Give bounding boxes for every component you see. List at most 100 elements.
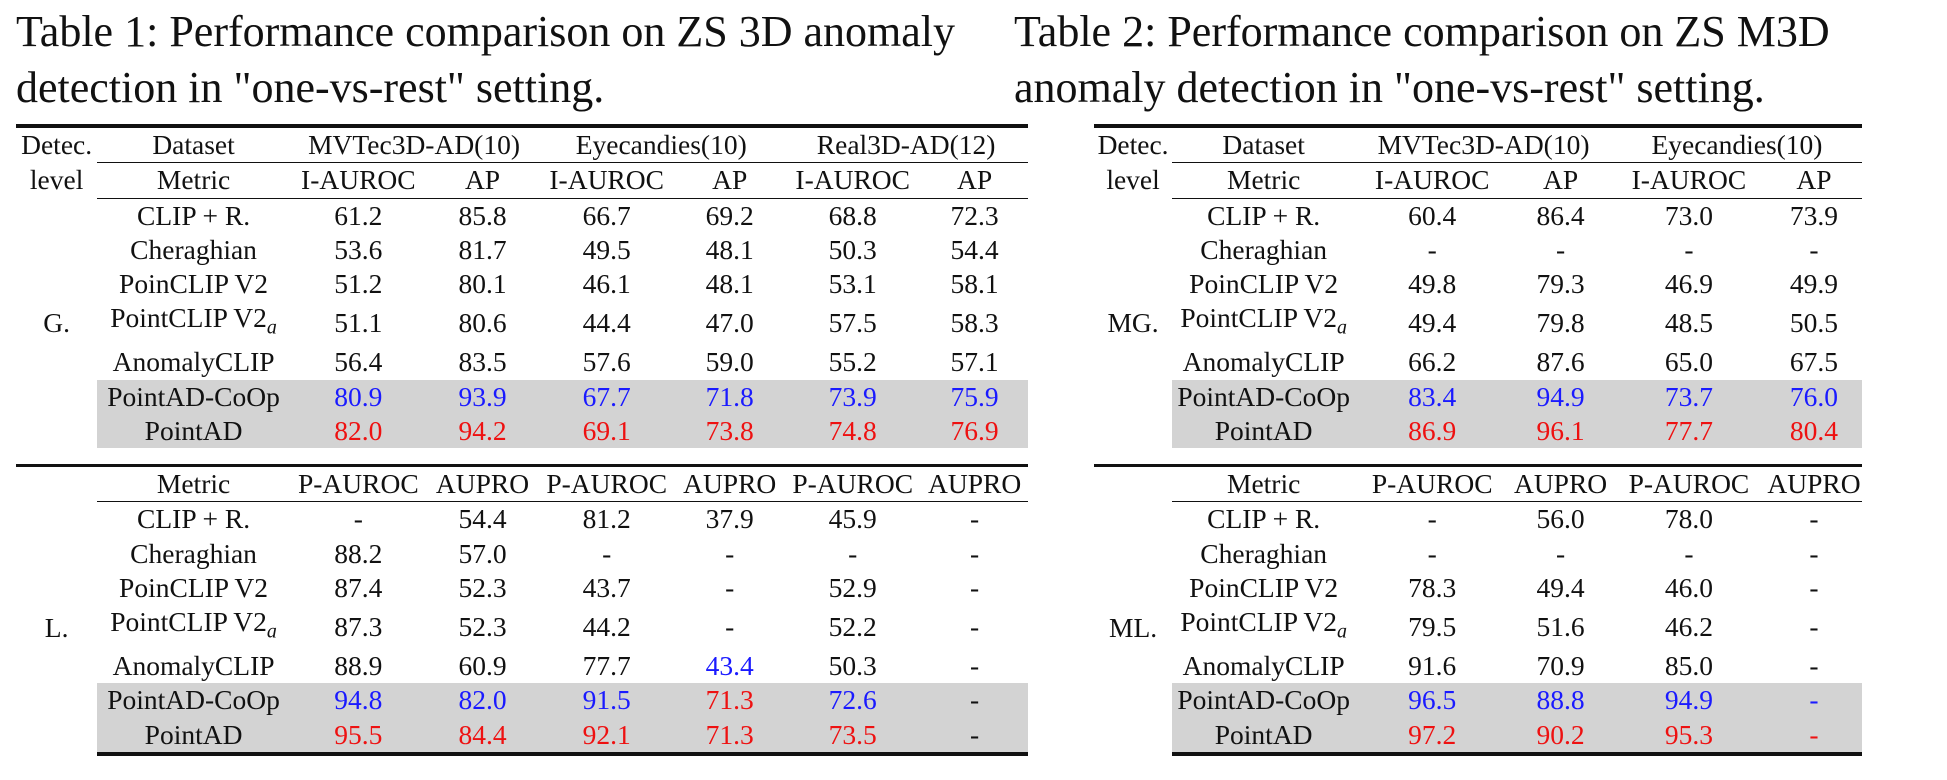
table-row: G. CLIP + R. 61.2 85.8 66.7 69.2 68.8 72.3 [16,198,1028,338]
value-cell: 94.8 [289,683,427,718]
header-row-metrics: level Metric I-AUROC AP I-AUROC AP I-AUROC AP [16,162,1028,199]
table-row: PointCLIP V2a 51.1 80.6 44.4 47.0 57.5 58.3 [16,301,1028,345]
metric-label: Metric [1172,464,1356,503]
value-cell: 91.6 [1408,650,1457,682]
method-label: PointCLIP V2 [1180,302,1337,334]
value-cell: 52.2 [828,611,877,643]
method-name: PoinCLIP V2 [97,267,290,301]
detection-level: L. [44,611,69,643]
method-label: Cheraghian [130,233,257,265]
value-cell: - [602,537,612,569]
value-cell: - [1765,717,1862,757]
value-cell: 48.5 [1664,307,1713,339]
method-label: PointCLIP V2 [110,606,267,638]
method-name: AnomalyCLIP [97,345,290,379]
value-cell: 61.2 [334,199,383,231]
value-cell: 60.4 [1408,199,1457,231]
value-cell: - [970,537,980,569]
table-row: AnomalyCLIP 56.4 83.5 57.6 59.0 55.2 57.1 [16,345,1028,379]
value-cell: - [1809,537,1819,569]
method-label: PoinCLIP V2 [119,572,269,604]
metric-name: I-AUROC [1611,162,1766,199]
value-cell: 53.6 [334,233,383,265]
metric-name: AUPRO [1765,464,1862,503]
method-name: PointCLIP V2a [97,605,290,649]
value-cell: 72.3 [950,199,999,231]
table-row: PointAD 86.9 96.1 77.7 80.4 [1094,413,1862,449]
table-row: PointAD-CoOp 83.4 94.9 73.7 76.0 [1094,379,1862,414]
value-cell: - [921,683,1028,718]
method-name: CLIP + R. [1172,198,1355,233]
dataset-label: Dataset [97,124,290,164]
value-cell: 73.9 [1789,199,1839,231]
value-cell: 51.2 [334,268,383,300]
value-cell: - [970,503,980,535]
value-cell: - [1809,503,1819,535]
value-cell: - [1427,233,1437,265]
value-cell: 86.4 [1536,199,1585,231]
method-name: PoinCLIP V2 [97,571,290,605]
section-separator [16,448,1028,468]
value-cell: 50.5 [1789,307,1839,339]
metric-name: P-AUROC [784,464,922,503]
metric-name: I-AUROC [784,162,922,199]
value-cell: - [1809,611,1819,643]
value-cell: 52.9 [828,572,877,604]
value-cell: 45.9 [828,503,877,535]
value-cell: 49.5 [582,233,631,265]
method-label: PointCLIP V2 [110,302,267,334]
table-row: L. CLIP + R. -54.4 81.2 37.9 45.9- [16,502,1028,642]
value-cell: 66.2 [1408,346,1457,378]
method-subscript: a [266,316,277,339]
method-name: CLIP + R. [97,198,290,233]
value-cell: 75.9 [921,379,1028,414]
table-row: PointCLIP V2a 87.3 52.3 44.2 - 52.2 - [16,605,1028,649]
method-name: PointAD [1172,413,1356,449]
value-cell: 71.3 [675,717,785,757]
method-label: PointAD [1214,718,1313,750]
table-2-caption: Table 2: Performance comparison on ZS M3… [1014,7,1830,112]
value-cell: 92.1 [538,717,676,757]
table-2: Detec. Dataset MVTec3D-AD(10) Eyecandies(10… [1094,124,1862,757]
value-cell: 95.3 [1611,717,1766,757]
metric-name: P-AUROC [538,464,676,503]
value-cell: 84.4 [426,717,539,757]
value-cell: 56.4 [334,346,383,378]
value-cell: - [725,611,735,643]
metric-name: AUPRO [921,464,1028,503]
method-name: Cheraghian [1172,233,1355,267]
metric-name: I-AUROC [1355,162,1510,199]
value-cell: 58.1 [950,268,999,300]
value-cell: 88.9 [334,650,383,682]
method-name: PointAD-CoOp [97,379,290,414]
value-cell: - [970,611,980,643]
metric-label: Metric [1172,162,1356,199]
value-cell: - [1684,537,1694,569]
header-row-datasets: Detec. Dataset MVTec3D-AD(10) Eyecandies(10… [1094,124,1862,164]
value-cell: 83.5 [458,346,507,378]
method-name: Cheraghian [1172,537,1355,571]
method-name: Cheraghian [97,233,290,267]
value-cell: 46.0 [1664,572,1713,604]
value-cell: 52.3 [458,611,507,643]
value-cell: 80.4 [1765,413,1862,449]
value-cell: 46.1 [582,268,631,300]
value-cell: 70.9 [1536,650,1585,682]
value-cell: 73.0 [1664,199,1713,231]
value-cell: 77.7 [1611,413,1766,449]
method-label: PointAD [144,718,243,750]
value-cell: - [921,717,1028,757]
dataset-name: MVTec3D-AD(10) [1355,124,1612,164]
value-cell: 68.8 [828,199,877,231]
header-row-local-metrics: Metric P-AUROC AUPRO P-AUROC AUPRO P-AUROC AUP… [16,464,1028,503]
table-row: PointAD 97.2 90.2 95.3- [1094,717,1862,757]
value-cell: 60.9 [458,650,507,682]
value-cell: 57.0 [458,537,507,569]
value-cell: 73.7 [1611,379,1766,414]
value-cell: 48.1 [705,268,754,300]
value-cell: 69.1 [538,413,676,449]
value-cell: 95.5 [289,717,427,757]
value-cell: 65.0 [1664,346,1713,378]
detection-level: MG. [1107,306,1159,338]
value-cell: 57.5 [828,307,877,339]
